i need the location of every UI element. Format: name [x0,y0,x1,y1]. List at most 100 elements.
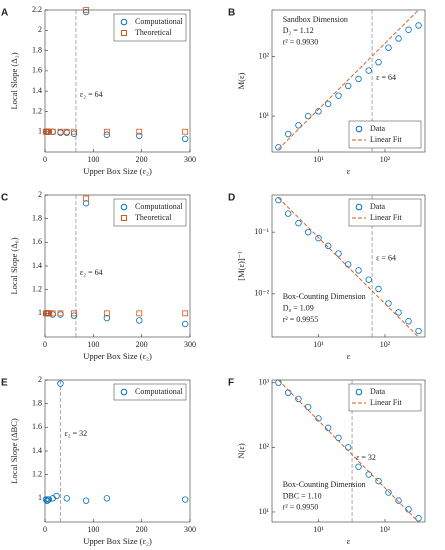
point [415,327,422,335]
point [83,7,89,13]
x-axis-label: ε [347,166,351,176]
point [63,128,70,135]
legend-label: Theoretical [135,213,172,222]
y-tick-label: 1 [38,493,42,502]
point [365,67,372,74]
point [57,380,64,387]
point [345,261,352,268]
point [83,195,89,202]
point [315,415,322,422]
annotation: ε₂ = 64 [80,90,103,99]
point [355,267,362,274]
plot-frame [271,9,426,153]
y-tick-label: 1.8 [32,398,42,407]
y-tick-label: 2 [38,190,42,199]
point [63,495,70,502]
x-tick-label: 200 [136,155,148,164]
point [324,100,332,108]
point [57,128,64,135]
annotation: ε₂ = 32 [64,429,87,438]
point [395,309,402,316]
y-tick-label: 10⁻¹ [254,227,269,236]
point [295,395,302,403]
plot-frame [271,194,426,338]
x-axis-label: ε [347,536,351,546]
point [182,310,189,317]
x-tick-label: 300 [184,155,196,164]
x-tick-label: 10² [380,525,391,534]
annotation: r² = 0.9930 [283,37,319,46]
legend-swatch [120,388,128,396]
y-tick-label: 10³ [259,378,270,387]
y-tick-label: 1.4 [32,446,42,455]
x-tick-label: 300 [184,525,196,534]
legend-swatch [120,203,128,211]
y-tick-label: 10¹ [259,111,270,120]
legend-label: Computational [135,387,183,396]
y-tick-label: 1.6 [32,237,42,246]
panel-letter: B [228,8,235,19]
y-tick-label: 1.2 [32,284,42,293]
y-tick-label: 1 [38,127,42,136]
point [295,122,302,129]
point [45,496,53,503]
annotation: r² = 0.9950 [283,503,319,512]
legend-label: Computational [135,202,183,211]
point [405,318,412,325]
legend-swatch [121,215,127,221]
legend-label: Linear Fit [370,398,403,407]
annotation: D₀ = 1.09 [283,303,314,312]
point [136,128,143,135]
y-tick-label: 2 [38,375,42,384]
plot-frame [44,9,191,153]
y-tick-label: 10¹ [259,507,270,516]
point [315,234,322,242]
point [375,477,382,485]
annotation: Sandbox Dimension [283,15,348,24]
point [103,495,111,502]
point [355,463,362,470]
y-tick-label: 1.2 [32,469,42,478]
point [182,128,189,135]
legend-label: Linear Fit [370,213,403,222]
point [415,515,422,522]
y-axis-label: Local Slope (Δ₀) [9,237,19,294]
point [136,317,143,324]
point [43,497,51,504]
point [82,200,90,207]
annotation: DBC = 1.10 [283,491,322,500]
y-axis-label: M(ε) [236,72,246,89]
panel-letter: E [1,378,8,389]
plot-frame [271,379,426,523]
point [395,35,402,42]
point [395,497,402,504]
annotation: Box-Counting Dimension [283,480,366,489]
point [103,128,110,135]
point [295,219,302,227]
y-tick-label: 1 [38,308,42,317]
point [365,276,372,283]
legend-label: Linear Fit [370,135,403,144]
x-axis-label: Upper Box Size (ε₂) [83,166,152,176]
x-tick-label: 10¹ [313,155,324,164]
legend-swatch [121,30,127,36]
y-tick-label: 1.8 [32,45,42,54]
legend-box [113,198,187,227]
x-tick-label: 100 [87,525,99,534]
point [181,496,189,503]
fit-line [278,379,419,523]
point [103,314,111,322]
point [71,128,77,135]
point [335,250,342,257]
y-tick-label: 1.6 [32,422,42,431]
point [71,310,77,317]
x-tick-label: 200 [136,340,148,349]
x-tick-label: 10² [380,155,391,164]
point [284,130,292,138]
point [405,26,412,33]
point [275,379,282,386]
x-tick-label: 0 [43,155,47,164]
x-tick-label: 0 [43,525,47,534]
y-tick-label: 1.4 [32,261,42,270]
point [335,92,342,99]
